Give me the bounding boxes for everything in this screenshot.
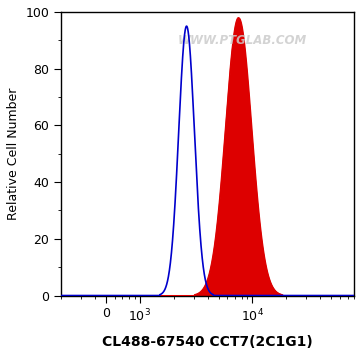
Text: WWW.PTGLAB.COM: WWW.PTGLAB.COM	[178, 34, 307, 47]
Y-axis label: Relative Cell Number: Relative Cell Number	[7, 88, 20, 220]
X-axis label: CL488-67540 CCT7(2C1G1): CL488-67540 CCT7(2C1G1)	[102, 335, 313, 349]
